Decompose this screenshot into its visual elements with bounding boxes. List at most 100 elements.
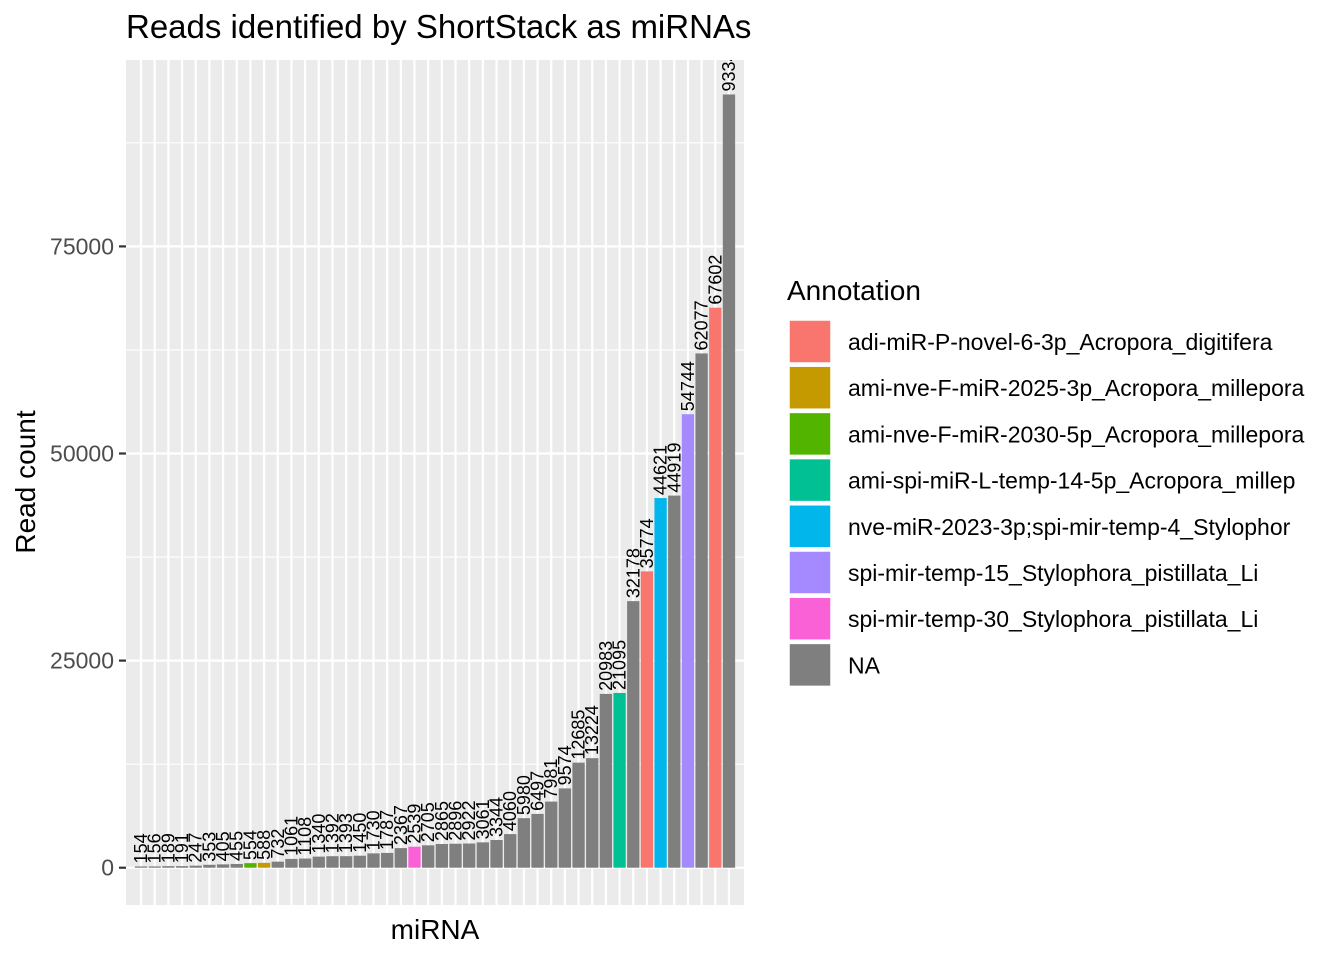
bar xyxy=(257,862,271,868)
bar xyxy=(394,848,407,868)
data-label: 2896 xyxy=(446,801,466,841)
bar xyxy=(558,788,572,868)
data-label: 5980 xyxy=(514,775,534,815)
bar xyxy=(189,865,202,868)
bar xyxy=(339,856,353,868)
bar xyxy=(504,834,517,868)
data-label: 1787 xyxy=(377,810,397,850)
data-label: 1393 xyxy=(336,813,356,853)
bar xyxy=(463,843,476,868)
bar xyxy=(148,866,161,868)
bar xyxy=(230,863,243,868)
bar xyxy=(216,864,230,868)
bar xyxy=(298,858,312,868)
bar xyxy=(353,855,366,868)
y-axis: 0 25000 50000 75000 xyxy=(50,233,126,881)
legend-label: ami-nve-F-miR-2025-3p_Acropora_millepora xyxy=(848,375,1305,401)
bar xyxy=(572,762,585,868)
data-label: 6497 xyxy=(528,771,548,811)
data-label: 44621 xyxy=(651,445,671,495)
data-label: 3061 xyxy=(473,799,493,839)
y-axis-title: Read count xyxy=(10,410,41,553)
data-labels: 1541561891912473534054555545887321061110… xyxy=(131,60,739,863)
bar xyxy=(613,692,626,868)
bar xyxy=(490,840,503,868)
data-label: 2367 xyxy=(391,805,411,845)
data-label: 1730 xyxy=(363,810,383,850)
data-label: 588 xyxy=(254,830,274,860)
data-label: 247 xyxy=(186,833,206,863)
bar xyxy=(244,863,257,868)
y-tick-label: 0 xyxy=(101,855,114,881)
data-label: 13224 xyxy=(582,705,602,755)
data-label: 62077 xyxy=(692,300,712,350)
bar xyxy=(668,495,681,868)
bar xyxy=(449,843,462,868)
data-label: 54744 xyxy=(678,361,698,411)
data-label: 21095 xyxy=(610,640,630,690)
legend-label: spi-mir-temp-30_Stylophora_pistillata_Li xyxy=(848,606,1258,632)
legend-label: nve-miR-2023-3p;spi-mir-temp-4_Stylophor xyxy=(848,514,1291,540)
bar xyxy=(326,856,339,868)
data-label: 12685 xyxy=(569,710,589,760)
bar xyxy=(203,864,216,868)
bar xyxy=(134,866,148,868)
chart-title: Reads identified by ShortStack as miRNAs xyxy=(126,8,751,45)
data-label: 732 xyxy=(268,829,288,859)
legend-label: NA xyxy=(848,652,881,678)
bar xyxy=(640,571,654,868)
legend-label: spi-mir-temp-15_Stylophora_pistillata_Li xyxy=(848,560,1258,586)
data-label: 1450 xyxy=(350,813,370,853)
bar xyxy=(654,498,667,868)
y-tick-label: 25000 xyxy=(50,648,114,674)
data-label: 20983 xyxy=(596,641,616,691)
bars xyxy=(134,94,736,868)
data-label: 455 xyxy=(227,831,247,861)
bar xyxy=(367,853,380,868)
data-label: 2922 xyxy=(459,800,479,840)
data-label: 405 xyxy=(213,831,233,861)
bar xyxy=(380,852,394,868)
legend-swatch xyxy=(788,319,832,364)
y-tick-label: 75000 xyxy=(50,233,114,259)
legend-swatch xyxy=(788,642,832,688)
data-label: 1340 xyxy=(309,814,329,854)
bar xyxy=(175,866,189,868)
bar xyxy=(285,858,298,868)
data-label: 2865 xyxy=(432,801,452,841)
data-label: 7981 xyxy=(541,759,561,799)
bar xyxy=(312,856,325,868)
data-label: 154 xyxy=(131,833,151,863)
y-tick-label: 50000 xyxy=(50,441,114,467)
data-label: 554 xyxy=(240,830,260,860)
bar xyxy=(422,845,435,868)
data-label: 32178 xyxy=(623,548,643,598)
data-label: 2705 xyxy=(418,802,438,842)
bar xyxy=(599,693,613,868)
bar xyxy=(517,818,531,868)
bar xyxy=(627,601,640,868)
bar xyxy=(681,414,695,868)
data-label: 353 xyxy=(199,832,219,862)
data-label: 4060 xyxy=(500,791,520,831)
legend-swatch xyxy=(788,596,832,641)
data-label: 1061 xyxy=(281,816,301,856)
bar xyxy=(435,843,448,868)
bar xyxy=(545,801,558,868)
data-label: 9574 xyxy=(555,745,575,785)
legend-label: adi-miR-P-novel-6-3p_Acropora_digitifera xyxy=(848,329,1273,355)
data-label: 2539 xyxy=(404,804,424,844)
data-label: 3344 xyxy=(487,797,507,837)
legend-swatch xyxy=(788,457,832,503)
bar xyxy=(709,307,722,868)
data-label: 189 xyxy=(158,833,178,863)
data-label: 44919 xyxy=(664,443,684,493)
bar xyxy=(722,94,736,868)
bar xyxy=(476,842,490,868)
legend-swatch xyxy=(788,504,832,549)
data-label: 35774 xyxy=(637,518,657,568)
bar xyxy=(586,758,599,868)
x-axis-title: miRNA xyxy=(391,914,480,945)
data-label: 1392 xyxy=(322,813,342,853)
